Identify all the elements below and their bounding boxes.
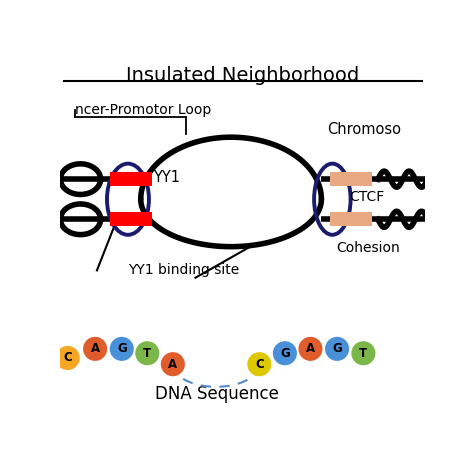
Bar <box>330 212 372 226</box>
Circle shape <box>135 341 159 365</box>
Circle shape <box>325 337 349 361</box>
Text: A: A <box>168 358 177 371</box>
Circle shape <box>247 352 272 376</box>
Circle shape <box>299 337 322 361</box>
Circle shape <box>351 341 375 365</box>
Circle shape <box>109 337 134 361</box>
Text: YY1: YY1 <box>154 170 181 185</box>
Bar <box>109 172 152 186</box>
Text: C: C <box>255 358 264 371</box>
Text: Cohesion: Cohesion <box>336 241 400 255</box>
Text: T: T <box>359 347 367 360</box>
Bar <box>109 212 152 226</box>
Text: G: G <box>332 342 342 356</box>
Bar <box>330 172 372 186</box>
Text: G: G <box>117 342 127 356</box>
Text: C: C <box>64 352 72 365</box>
Text: Chromoso: Chromoso <box>327 122 401 137</box>
Text: A: A <box>91 342 100 356</box>
Text: T: T <box>143 347 151 360</box>
Text: G: G <box>280 347 290 360</box>
Circle shape <box>161 352 185 376</box>
Text: CTCF: CTCF <box>349 191 384 204</box>
Circle shape <box>83 337 107 361</box>
Text: YY1 binding site: YY1 binding site <box>128 264 239 277</box>
Circle shape <box>273 341 297 365</box>
Text: DNA Sequence: DNA Sequence <box>155 385 279 403</box>
Circle shape <box>55 346 80 370</box>
Text: ncer-Promotor Loop: ncer-Promotor Loop <box>75 103 211 117</box>
Text: A: A <box>306 342 315 356</box>
Text: Insulated Neighborhood: Insulated Neighborhood <box>126 66 360 85</box>
